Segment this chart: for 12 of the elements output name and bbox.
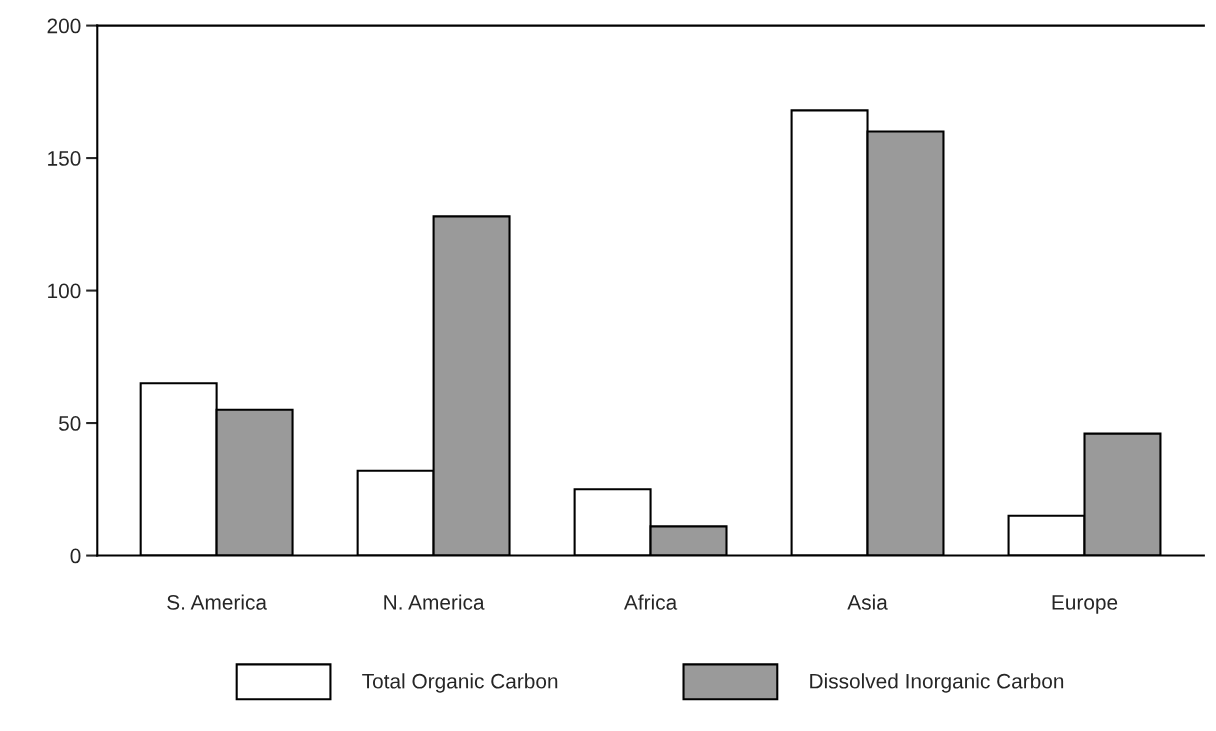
legend-label: Dissolved Inorganic Carbon bbox=[810, 673, 1064, 693]
x-tick-label: Europe bbox=[1052, 595, 1118, 614]
x-tick-label: Africa bbox=[623, 594, 678, 610]
x-tick-label: Asia bbox=[847, 594, 888, 610]
y-tick-label: 0 bbox=[70, 548, 81, 564]
legend-label: Total Organic Carbon bbox=[362, 673, 558, 693]
y-tick-label: 200 bbox=[47, 18, 81, 34]
x-tick-label: N. America bbox=[384, 594, 485, 610]
x-tick-label: S. America bbox=[167, 594, 267, 610]
y-tick-label: 50 bbox=[58, 416, 81, 431]
y-tick-label: 150 bbox=[48, 151, 81, 166]
y-tick-label: 100 bbox=[48, 283, 81, 299]
